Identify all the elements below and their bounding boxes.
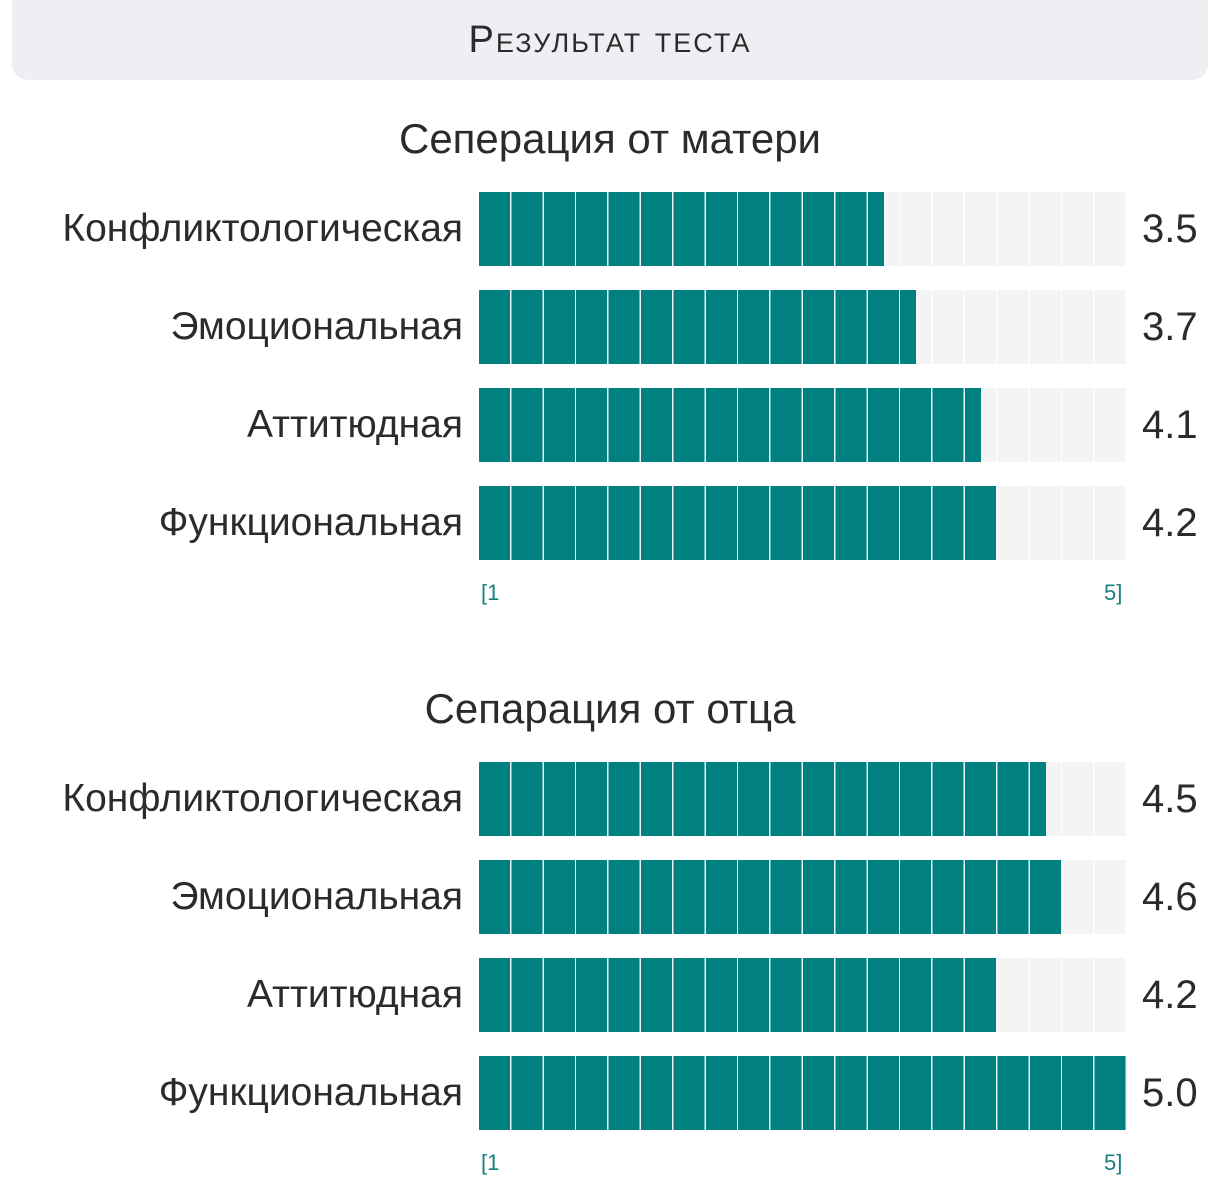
scale-min-label: [1 (481, 1150, 500, 1175)
scale-min-label: [1 (481, 580, 500, 605)
page-title: Результат теста (468, 18, 752, 61)
bar (479, 486, 998, 560)
bar-value-label: 3.5 (1142, 207, 1198, 251)
bar (479, 290, 917, 364)
bar-label: Эмоциональная (170, 875, 463, 918)
bar-track (479, 860, 1127, 934)
bar-value-label: 4.2 (1142, 973, 1198, 1017)
bar (479, 192, 884, 266)
bar (479, 1056, 1127, 1130)
section-title: Сепарация от отца (424, 685, 796, 732)
bar-value-label: 4.5 (1142, 777, 1198, 821)
bar (479, 860, 1063, 934)
scale-max-label: 5] (1104, 1150, 1123, 1175)
bar (479, 762, 1046, 836)
section-title: Сеперация от матери (398, 115, 822, 162)
bar (479, 388, 982, 462)
bar-track (479, 192, 1127, 266)
bar-track (479, 762, 1127, 836)
bar-track (479, 388, 1127, 462)
bar-value-label: 5.0 (1142, 1071, 1198, 1115)
bar-label: Конфликтологическая (62, 207, 463, 250)
bar-track (479, 486, 1127, 560)
bar-label: Эмоциональная (170, 305, 463, 348)
bar-label: Аттитюдная (246, 403, 463, 446)
bar-value-label: 4.2 (1142, 501, 1198, 545)
bar-label: Функциональная (158, 501, 463, 544)
bar-label: Аттитюдная (246, 973, 463, 1016)
bar-label: Конфликтологическая (62, 777, 463, 820)
bar-track (479, 1056, 1127, 1130)
header: Результат теста (12, 0, 1208, 80)
bar-track (479, 290, 1127, 364)
scale-max-label: 5] (1104, 580, 1123, 605)
bar-value-label: 4.1 (1142, 403, 1198, 447)
bar-value-label: 4.6 (1142, 875, 1198, 919)
bar-label: Функциональная (158, 1071, 463, 1114)
bar-value-label: 3.7 (1142, 305, 1198, 349)
bar (479, 958, 998, 1032)
bar-track (479, 958, 1127, 1032)
